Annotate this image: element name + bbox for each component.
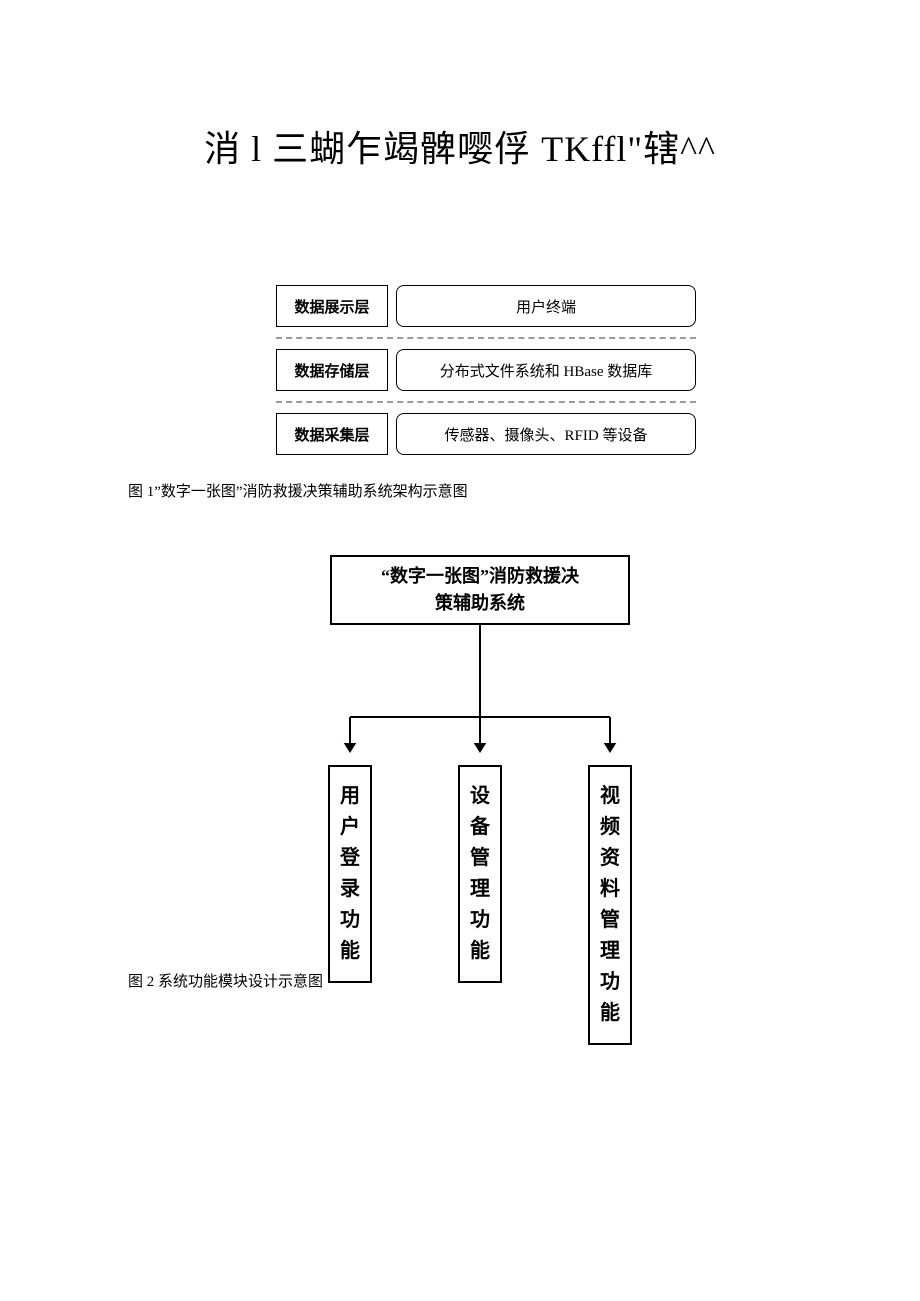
tree-child: 设备管理功能: [458, 765, 502, 983]
layer-value: 传感器、摄像头、RFID 等设备: [396, 413, 696, 455]
tree-child: 用户登录功能: [328, 765, 372, 983]
document-title: 消 l 三蝴乍竭髀嘤俘 TKffl"辖^^: [0, 120, 920, 172]
layer-row: 数据展示层用户终端: [276, 285, 696, 327]
tree-root: “数字一张图”消防救援决策辅助系统: [330, 555, 630, 625]
layer-label: 数据展示层: [276, 285, 388, 327]
tree-root-line1: “数字一张图”消防救援决: [340, 563, 620, 590]
layer-value: 分布式文件系统和 HBase 数据库: [396, 349, 696, 391]
page: 消 l 三蝴乍竭髀嘤俘 TKffl"辖^^ 数据展示层用户终端数据存储层分布式文…: [0, 0, 920, 1301]
tree-children-row: 用户登录功能 设备管理功能 视频资料管理功能: [300, 765, 660, 1045]
layer-separator: [276, 327, 696, 349]
figure-1-architecture: 数据展示层用户终端数据存储层分布式文件系统和 HBase 数据库数据采集层传感器…: [276, 285, 696, 455]
layer-label: 数据采集层: [276, 413, 388, 455]
layer-value: 用户终端: [396, 285, 696, 327]
figure-1-caption: 图 1”数字一张图”消防救援决策辅助系统架构示意图: [128, 480, 468, 501]
tree-child: 视频资料管理功能: [588, 765, 632, 1045]
layer-row: 数据采集层传感器、摄像头、RFID 等设备: [276, 413, 696, 455]
layer-separator: [276, 391, 696, 413]
tree-root-line2: 策辅助系统: [340, 590, 620, 617]
figure-2-tree: “数字一张图”消防救援决策辅助系统用户登录功能 设备管理功能 视频资料管理功能: [300, 555, 660, 1045]
figure-2-caption: 图 2 系统功能模块设计示意图: [128, 970, 323, 991]
layer-row: 数据存储层分布式文件系统和 HBase 数据库: [276, 349, 696, 391]
tree-connectors: [300, 625, 660, 765]
layer-label: 数据存储层: [276, 349, 388, 391]
